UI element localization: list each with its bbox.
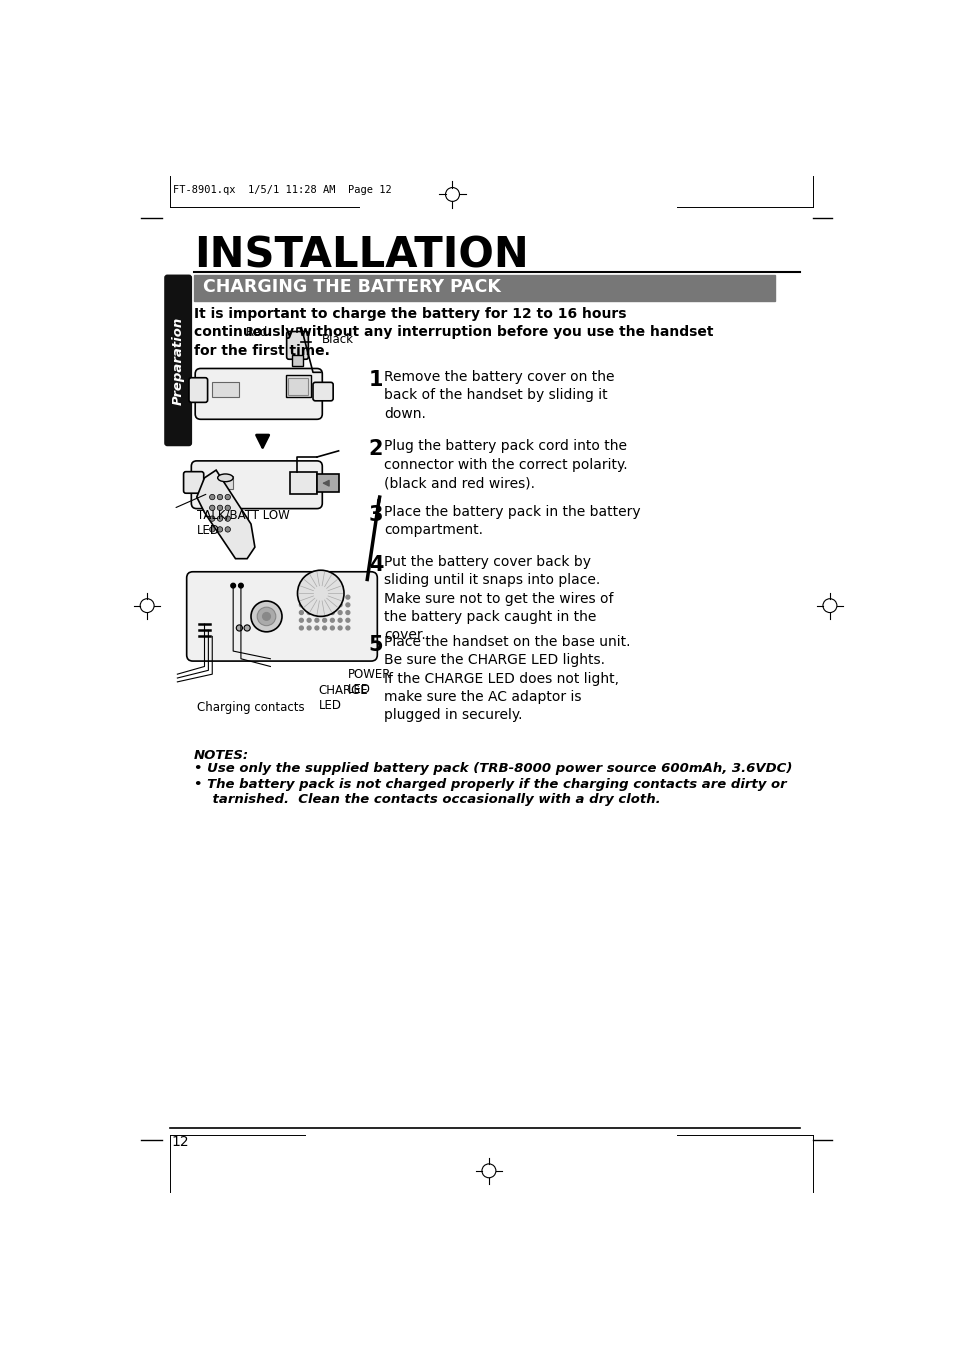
Text: 4: 4 [369,555,383,574]
Circle shape [314,596,318,598]
Text: POWER
LED: POWER LED [348,667,391,696]
Circle shape [299,619,303,623]
Text: INSTALLATION: INSTALLATION [193,235,528,277]
Circle shape [307,596,311,598]
Circle shape [210,494,214,500]
Circle shape [314,603,318,607]
Circle shape [299,611,303,615]
Circle shape [244,626,250,631]
Circle shape [297,570,344,616]
Text: FT-8901.qx  1/5/1 11:28 AM  Page 12: FT-8901.qx 1/5/1 11:28 AM Page 12 [173,185,392,196]
Text: Charging contacts: Charging contacts [196,701,304,715]
Circle shape [330,596,334,598]
Circle shape [307,611,311,615]
Bar [290,473,316,494]
Text: Red: Red [246,326,268,339]
Circle shape [314,626,318,630]
Ellipse shape [217,474,233,482]
Circle shape [322,626,326,630]
Text: CHARGING THE BATTERY PACK: CHARGING THE BATTERY PACK [203,278,500,296]
Circle shape [337,619,342,623]
Bar [288,378,308,394]
FancyBboxPatch shape [183,471,204,493]
Polygon shape [196,470,254,559]
Text: Put the battery cover back by
sliding until it snaps into place.
Make sure not t: Put the battery cover back by sliding un… [384,555,613,643]
Text: 12: 12 [171,1135,189,1148]
Circle shape [322,619,326,623]
Bar [316,474,338,493]
Circle shape [257,607,275,626]
Circle shape [210,516,214,521]
Bar [212,381,239,397]
Circle shape [330,603,334,607]
Circle shape [307,626,311,630]
Circle shape [262,612,270,620]
Circle shape [337,603,342,607]
Circle shape [225,527,231,532]
Circle shape [330,611,334,615]
Circle shape [346,611,350,615]
Bar [193,276,774,301]
Circle shape [217,516,222,521]
Circle shape [314,619,318,623]
Text: • The battery pack is not charged properly if the charging contacts are dirty or: • The battery pack is not charged proper… [193,778,785,807]
Text: It is important to charge the battery for 12 to 16 hours
continuously without an: It is important to charge the battery fo… [193,307,713,358]
Text: 2: 2 [369,439,383,459]
Circle shape [251,601,282,632]
Text: 3: 3 [369,505,383,524]
Text: Black: Black [322,334,354,346]
Circle shape [236,626,242,631]
Circle shape [299,596,303,598]
Text: Preparation: Preparation [172,316,185,405]
Bar [286,376,311,397]
Text: • Use only the supplied battery pack (TRB-8000 power source 600mAh, 3.6VDC): • Use only the supplied battery pack (TR… [193,762,791,775]
Circle shape [330,619,334,623]
Circle shape [217,527,222,532]
Circle shape [337,596,342,598]
Text: TALK/BATT LOW
LED: TALK/BATT LOW LED [196,508,289,536]
Circle shape [322,603,326,607]
Text: Place the battery pack in the battery
compartment.: Place the battery pack in the battery co… [384,505,640,538]
Circle shape [217,494,222,500]
Circle shape [231,584,235,588]
Circle shape [225,494,231,500]
Circle shape [238,584,243,588]
Circle shape [225,505,231,511]
Circle shape [299,603,303,607]
Circle shape [330,626,334,630]
Bar [208,476,233,489]
Text: Remove the battery cover on the
back of the handset by sliding it
down.: Remove the battery cover on the back of … [384,370,614,420]
Text: NOTES:: NOTES: [193,748,249,762]
Circle shape [346,603,350,607]
Circle shape [307,603,311,607]
Circle shape [346,596,350,598]
FancyBboxPatch shape [164,274,192,446]
FancyBboxPatch shape [189,378,208,403]
Circle shape [210,527,214,532]
Circle shape [299,626,303,630]
FancyBboxPatch shape [313,382,333,401]
Circle shape [322,611,326,615]
Circle shape [307,619,311,623]
Circle shape [322,596,326,598]
Circle shape [217,505,222,511]
FancyBboxPatch shape [187,571,377,661]
FancyBboxPatch shape [192,461,322,508]
FancyBboxPatch shape [286,331,308,359]
Circle shape [210,505,214,511]
Circle shape [337,626,342,630]
Text: Plug the battery pack cord into the
connector with the correct polarity.
(black : Plug the battery pack cord into the conn… [384,439,627,490]
Circle shape [346,626,350,630]
Bar [292,355,303,366]
Circle shape [314,611,318,615]
Text: CHARGE
LED: CHARGE LED [318,684,368,712]
Text: Place the handset on the base unit.
Be sure the CHARGE LED lights.
If the CHARGE: Place the handset on the base unit. Be s… [384,635,630,723]
Circle shape [337,611,342,615]
Text: 1: 1 [369,370,383,390]
Text: 5: 5 [369,635,383,655]
Circle shape [225,516,231,521]
FancyBboxPatch shape [195,369,322,419]
Circle shape [346,619,350,623]
